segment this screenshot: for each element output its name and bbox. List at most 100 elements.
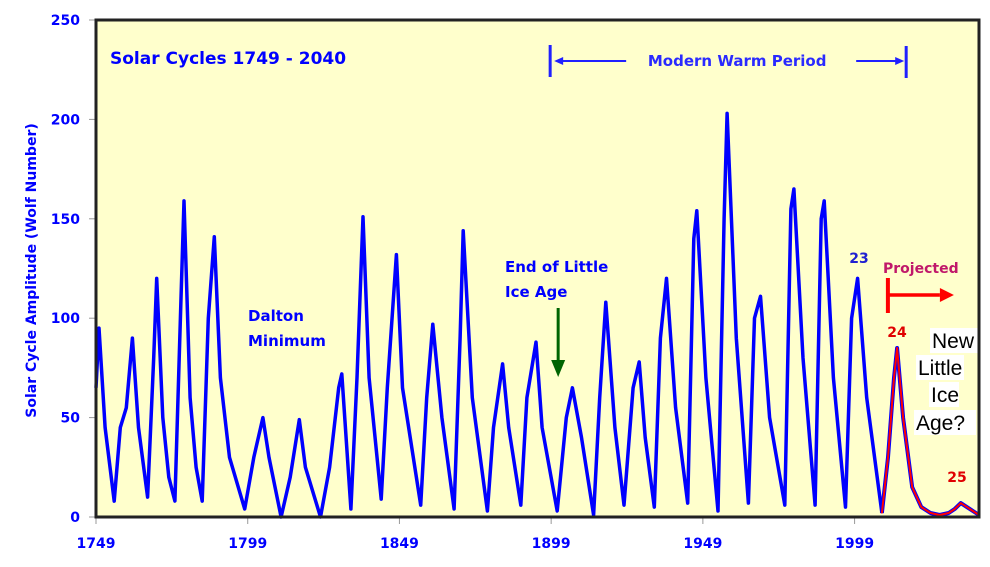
observed-point	[153, 357, 155, 359]
observed-point	[693, 238, 695, 240]
observed-point	[535, 341, 537, 343]
x-tick-label: 1899	[532, 536, 571, 552]
observed-point	[492, 426, 495, 429]
projected-point	[887, 456, 889, 458]
observed-point	[244, 508, 246, 510]
observed-point	[790, 208, 792, 210]
projected-point	[954, 508, 956, 510]
observed-point	[687, 502, 689, 504]
observed-point	[571, 387, 573, 389]
observed-point	[459, 337, 461, 339]
observed-point	[632, 387, 634, 389]
x-axis: 1749 1799 1849 1899 1949 1999	[77, 517, 874, 552]
observed-point	[580, 436, 583, 439]
new-lia-line2: Little	[918, 357, 962, 380]
observed-point	[183, 200, 185, 202]
observed-point	[146, 496, 149, 498]
projected-label: Projected	[883, 261, 959, 277]
observed-point	[753, 317, 756, 319]
y-axis-label: Solar Cycle Amplitude (Wolf Number)	[24, 123, 40, 418]
observed-point	[759, 295, 762, 297]
y-tick-label: 150	[51, 212, 80, 228]
observed-point	[814, 504, 816, 506]
projected-point	[893, 377, 895, 379]
observed-point	[638, 361, 640, 363]
arrow-right-red-icon	[939, 288, 954, 302]
observed-point	[432, 323, 434, 325]
observed-point	[401, 387, 404, 389]
observed-point	[462, 230, 464, 232]
observed-point	[168, 476, 170, 478]
observed-point	[802, 357, 804, 359]
x-tick-label: 1849	[380, 536, 419, 552]
observed-point	[508, 426, 510, 429]
y-tick-label: 100	[51, 311, 80, 327]
observed-point	[623, 504, 625, 506]
observed-point	[368, 377, 370, 379]
new-lia-line4: Age?	[916, 412, 965, 435]
observed-point	[850, 317, 853, 319]
y-tick-label: 50	[61, 411, 81, 427]
modern-warm-period-label: Modern Warm Period	[648, 52, 827, 70]
observed-point	[201, 500, 203, 502]
observed-point	[113, 500, 115, 502]
observed-point	[131, 337, 134, 339]
projected-point	[972, 510, 974, 512]
observed-point	[386, 387, 388, 389]
projected-point	[902, 417, 904, 419]
observed-point	[98, 327, 100, 329]
observed-point	[644, 436, 646, 439]
observed-point	[125, 407, 127, 409]
y-tick-label: 200	[51, 112, 80, 128]
data-points	[95, 112, 980, 518]
observed-point	[356, 377, 358, 379]
projected-point	[960, 502, 962, 504]
end-little-ice-age-label-line1: End of Little	[505, 258, 608, 276]
modern-warm-period-bracket: Modern Warm Period	[548, 45, 908, 78]
observed-point	[174, 500, 176, 502]
projected-point	[920, 506, 922, 508]
observed-point	[453, 508, 455, 510]
y-tick-label: 250	[51, 13, 80, 29]
observed-point	[329, 466, 331, 468]
observed-point	[866, 397, 868, 399]
observed-point	[195, 466, 197, 468]
observed-point	[207, 317, 209, 319]
projected-point	[929, 512, 932, 514]
observed-point	[696, 210, 698, 212]
observed-point	[565, 417, 567, 419]
observed-point	[420, 504, 422, 506]
observed-point	[156, 277, 158, 280]
observed-point	[793, 188, 795, 190]
observed-point	[426, 397, 428, 399]
observed-point	[735, 337, 737, 339]
observed-point	[599, 397, 601, 399]
observed-point	[268, 456, 270, 458]
observed-series-line	[94, 111, 884, 519]
new-little-ice-age-label: New Little Ice Age?	[914, 328, 980, 435]
observed-point	[784, 504, 786, 506]
observed-point	[614, 426, 616, 429]
projected-point	[896, 347, 898, 349]
observed-point	[471, 397, 473, 399]
green-arrow-head-icon	[551, 360, 566, 377]
projected-point	[966, 506, 968, 508]
observed-point	[213, 236, 215, 238]
projected-point	[911, 486, 913, 488]
observed-point	[705, 377, 707, 379]
observed-point	[502, 363, 504, 365]
observed-point	[541, 426, 543, 429]
observed-point	[526, 397, 528, 399]
end-little-ice-age-label-line2: Ice Age	[505, 283, 567, 301]
dalton-minimum-label-line2: Minimum	[248, 332, 326, 350]
observed-point	[674, 407, 677, 409]
observed-point	[723, 218, 725, 220]
observed-point	[593, 514, 595, 516]
observed-point	[262, 417, 264, 419]
observed-point	[228, 456, 231, 458]
plot-frame	[94, 18, 981, 519]
observed-point	[341, 373, 343, 375]
observed-point	[441, 417, 443, 419]
observed-point	[189, 397, 191, 399]
